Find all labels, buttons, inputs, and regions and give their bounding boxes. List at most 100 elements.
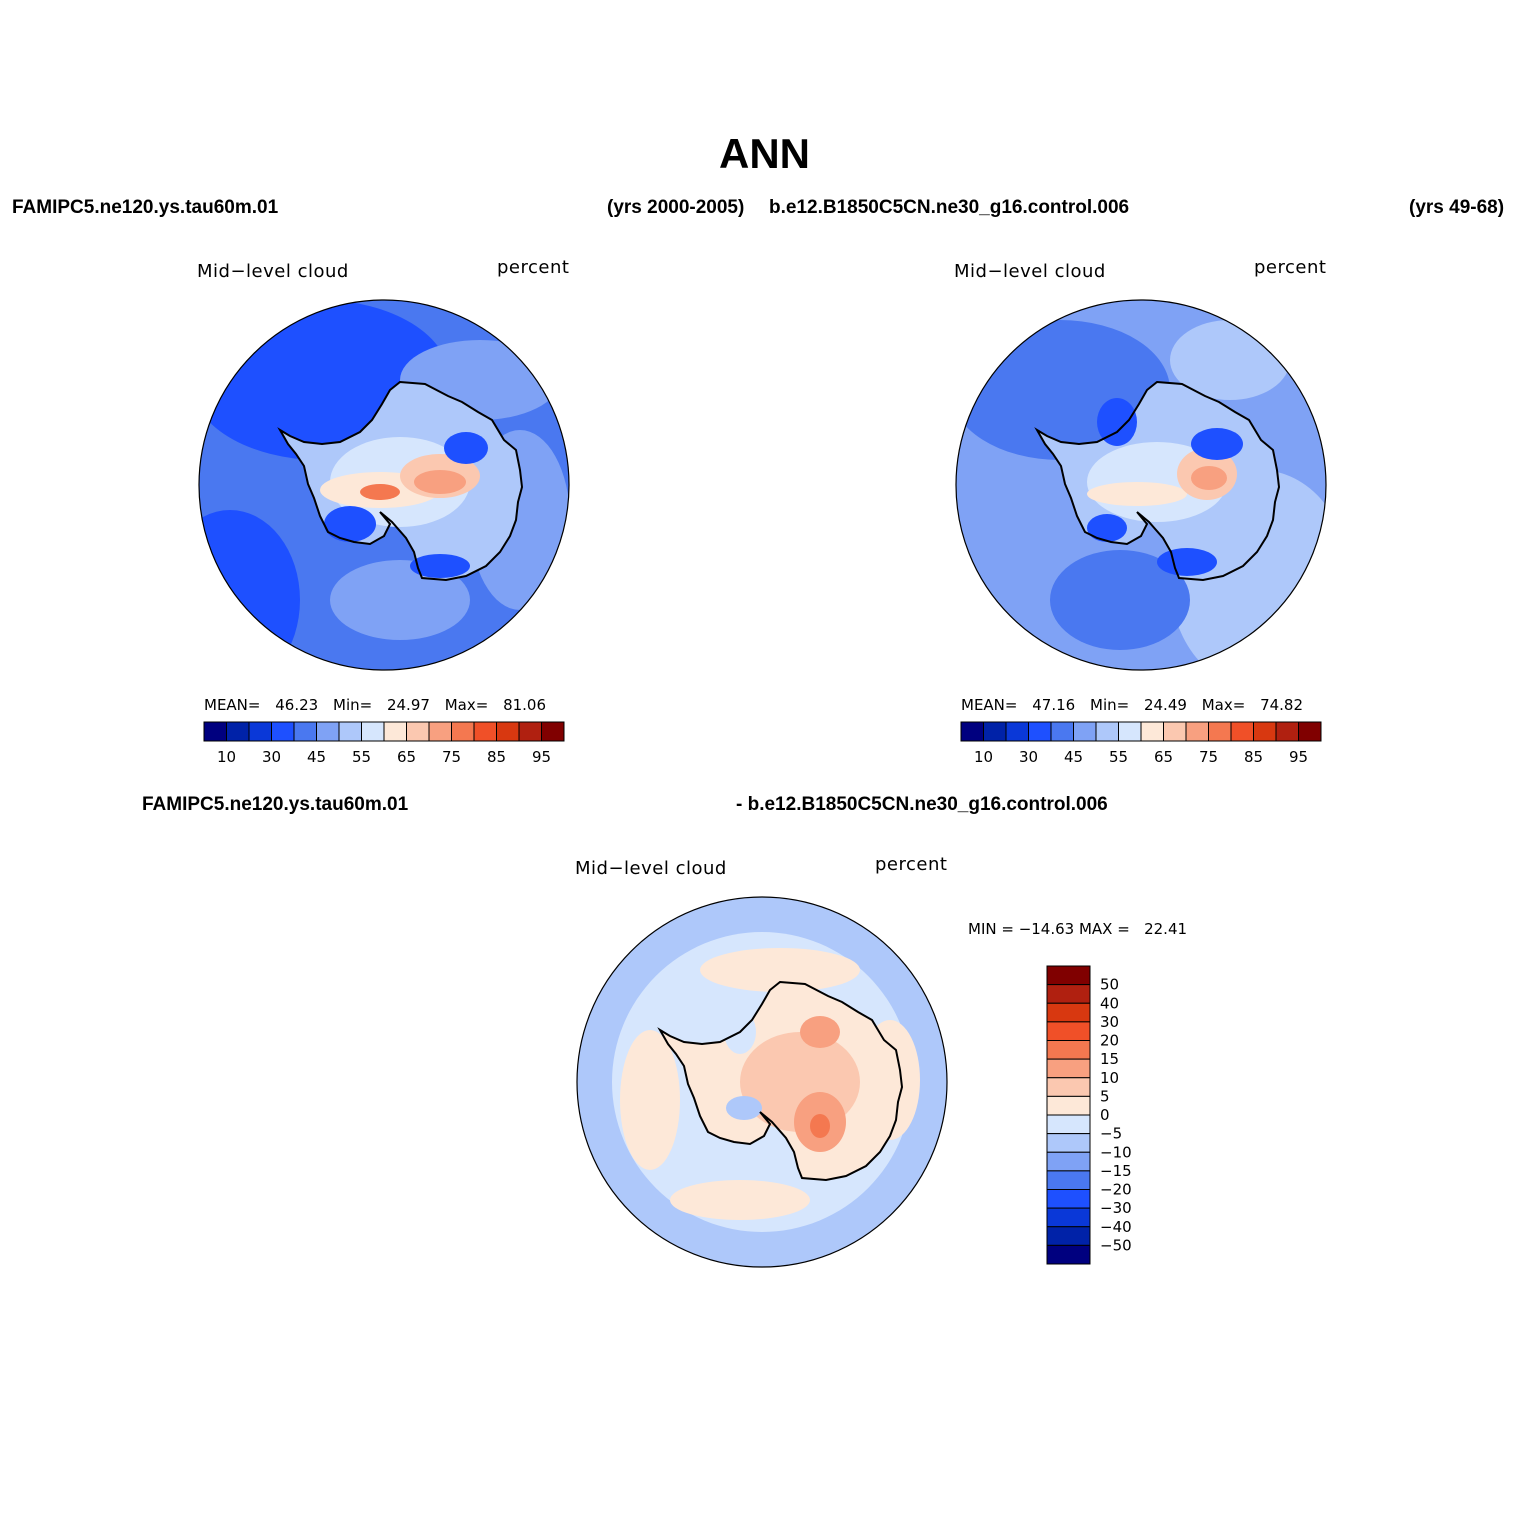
panel2-colorbar-label: 75 — [1199, 748, 1218, 766]
panel1-colorbar-label: 55 — [352, 748, 371, 766]
panel3-colorbar-label: −40 — [1100, 1218, 1132, 1236]
panel3-colorbar-swatch — [1046, 965, 1091, 986]
panel1-min-value: 24.97 — [386, 696, 430, 714]
panel2-colorbar-label: 45 — [1064, 748, 1083, 766]
panel1-colorbar: 10 30 45 55 65 75 85 95 — [203, 721, 565, 766]
panel1-colorbar-swatch — [203, 721, 227, 742]
panel2-variable-label: Mid−level cloud — [954, 261, 1106, 282]
panel3-colorbar-swatch — [1046, 1114, 1091, 1135]
panel2-colorbar-swatch — [1298, 721, 1322, 742]
panel1-colorbar-label: 10 — [217, 748, 236, 766]
panel2-mean-label: MEAN= — [961, 696, 1018, 714]
panel2-min-label: Min= — [1090, 696, 1130, 714]
panel2-colorbar-swatch — [1163, 721, 1187, 742]
panel2-map — [955, 299, 1327, 671]
panel3-colorbar-label: 40 — [1100, 994, 1119, 1012]
panel1-min-label: Min= — [333, 696, 373, 714]
panel2-colorbar-label: 65 — [1154, 748, 1173, 766]
panel3-colorbar-label: 50 — [1100, 976, 1119, 994]
panel3-colorbar-label: −50 — [1100, 1236, 1132, 1254]
panel1-colorbar-swatch — [496, 721, 520, 742]
panel2-units-label: percent — [1254, 257, 1327, 278]
panel2-colorbar-swatch — [1230, 721, 1254, 742]
panel3-colorbar-swatch — [1046, 1040, 1091, 1060]
panel2-colorbar-swatch — [1073, 721, 1097, 742]
panel2-colorbar-swatch — [1095, 721, 1119, 742]
panel2-stats: MEAN= 47.16 Min= 24.49 Max= 74.82 — [961, 696, 1303, 714]
panel3-colorbar-swatch — [1046, 1189, 1091, 1209]
panel1-mean-label: MEAN= — [204, 696, 261, 714]
panel2-colorbar-swatch — [1118, 721, 1142, 742]
panel2-min-value: 24.49 — [1143, 696, 1187, 714]
panel3-colorbar-label: −20 — [1100, 1181, 1132, 1199]
panel3-colorbar-swatch — [1046, 1002, 1091, 1023]
panel3-minmax: MIN = −14.63 MAX = 22.41 — [968, 920, 1188, 938]
panel3-colorbar-label: 20 — [1100, 1032, 1119, 1050]
panel1-colorbar-label: 95 — [532, 748, 551, 766]
left-case-name: FAMIPC5.ne120.ys.tau60m.01 — [12, 197, 279, 218]
panel1-colorbar-swatch — [338, 721, 362, 742]
right-case-name: b.e12.B1850C5CN.ne30_g16.control.006 — [769, 197, 1130, 218]
panel1-colorbar-swatch — [518, 721, 542, 742]
left-case-years: (yrs 2000-2005) — [607, 197, 745, 218]
panel3-colorbar-swatch — [1046, 984, 1091, 1004]
panel1-stats: MEAN= 46.23 Min= 24.97 Max= 81.06 — [204, 696, 546, 714]
panel1-colorbar-swatch — [473, 721, 497, 742]
panel2-colorbar-label: 85 — [1244, 748, 1263, 766]
panel3-units-label: percent — [875, 854, 948, 875]
panel2-colorbar-swatch — [1253, 721, 1277, 742]
panel2-colorbar-swatch — [1005, 721, 1029, 742]
panel3-colorbar-swatch — [1046, 1021, 1091, 1041]
panel1-colorbar-swatch — [428, 721, 452, 742]
panel3-colorbar-swatch — [1046, 1151, 1091, 1172]
panel3-variable-label: Mid−level cloud — [575, 858, 727, 879]
panel1-colorbar-swatch — [226, 721, 250, 742]
panel3-colorbar-label: −5 — [1100, 1125, 1122, 1143]
panel1-colorbar-label: 30 — [262, 748, 281, 766]
panel1-map — [198, 299, 570, 671]
panel3-colorbar-swatch — [1046, 1207, 1091, 1228]
panel2-mean-value: 47.16 — [1032, 696, 1076, 714]
panel1-colorbar-swatch — [316, 721, 340, 742]
panel1-colorbar-swatch — [248, 721, 272, 742]
panel3-colorbar-label: 30 — [1100, 1013, 1119, 1031]
panel2-colorbar-label: 10 — [974, 748, 993, 766]
panel3-colorbar-label: −10 — [1100, 1143, 1132, 1161]
panel1-variable-label: Mid−level cloud — [197, 261, 349, 282]
panel3-colorbar-label: 5 — [1100, 1087, 1110, 1105]
panel2-colorbar-swatch — [1275, 721, 1299, 742]
panel1-colorbar-swatch — [406, 721, 430, 742]
panel1-units-label: percent — [497, 257, 570, 278]
panel2-colorbar-swatch — [960, 721, 984, 742]
panel3-map — [576, 896, 948, 1268]
panel2-colorbar-swatch — [983, 721, 1007, 742]
panel2-colorbar-swatch — [1185, 721, 1209, 742]
panel1-colorbar-swatch — [361, 721, 385, 742]
panel2-colorbar-swatch — [1208, 721, 1232, 742]
panel1-mean-value: 46.23 — [275, 696, 319, 714]
panel1-colorbar-swatch — [451, 721, 475, 742]
panel2-colorbar-swatch — [1140, 721, 1164, 742]
panel3-colorbar-label: 10 — [1100, 1069, 1119, 1087]
panel1-max-label: Max= — [444, 696, 489, 714]
panel3-colorbar-label: 0 — [1100, 1106, 1110, 1124]
panel3-colorbar-label: −15 — [1100, 1162, 1132, 1180]
panel2-max-value: 74.82 — [1260, 696, 1304, 714]
panel1-colorbar-swatch — [271, 721, 295, 742]
panel2-colorbar: 10 30 45 55 65 75 85 95 — [960, 721, 1322, 766]
panel2-colorbar-swatch — [1028, 721, 1052, 742]
panel1-max-value: 81.06 — [503, 696, 547, 714]
panel2-colorbar-swatch — [1050, 721, 1074, 742]
panel3-colorbar-swatch — [1046, 1170, 1091, 1190]
panel1-colorbar-label: 85 — [487, 748, 506, 766]
panel1-colorbar-label: 65 — [397, 748, 416, 766]
panel1-colorbar-swatch — [293, 721, 317, 742]
right-case-years: (yrs 49-68) — [1409, 197, 1505, 218]
panel3-colorbar-swatch — [1046, 1077, 1091, 1097]
panel3-colorbar-swatch — [1046, 1058, 1091, 1079]
panel2-colorbar-label: 30 — [1019, 748, 1038, 766]
panel3-colorbar-label: 15 — [1100, 1050, 1119, 1068]
panel3-colorbar-swatch — [1046, 1226, 1091, 1246]
